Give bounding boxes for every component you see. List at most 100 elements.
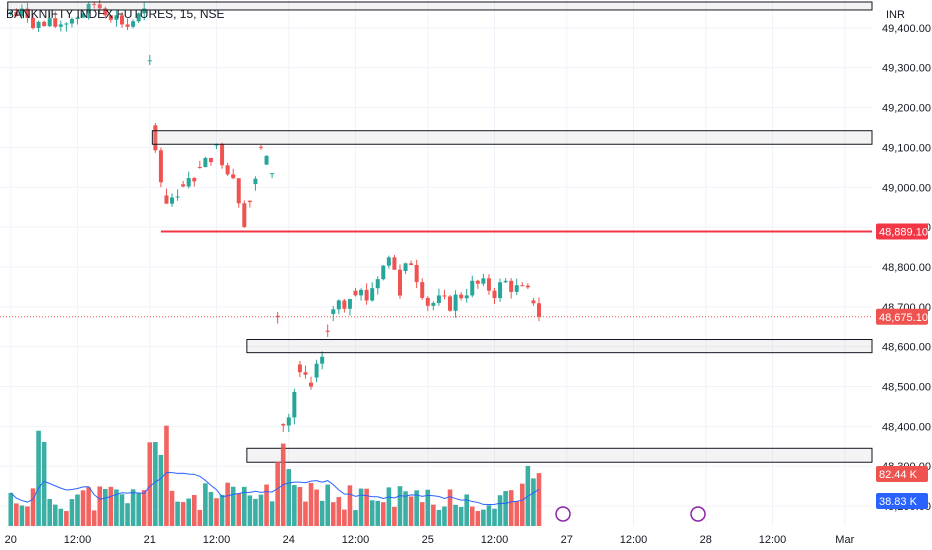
candle (403, 263, 408, 272)
volume-bar (180, 502, 186, 526)
volume-bar (130, 489, 136, 526)
candle (536, 303, 541, 317)
candle (92, 3, 97, 5)
volume-bar (386, 487, 392, 526)
volume-bar (19, 505, 25, 526)
volume-bar (169, 490, 175, 526)
volume-bar (191, 495, 197, 526)
candle (347, 298, 352, 309)
volume-bar (253, 498, 258, 526)
candle (409, 263, 414, 265)
volume-bar (514, 501, 520, 526)
candle (136, 13, 141, 22)
volume-bar (242, 486, 247, 526)
volume-bar (208, 492, 214, 526)
x-tick-label: 24 (283, 534, 295, 546)
candle (220, 144, 225, 166)
volume-bar (314, 489, 319, 526)
candle (131, 21, 136, 27)
volume-bar (225, 482, 230, 526)
volume-bar (269, 501, 275, 526)
candle (425, 297, 430, 306)
event-marker-icon (555, 506, 571, 522)
candle (370, 288, 375, 301)
candle (431, 302, 436, 306)
candle (203, 157, 208, 168)
volume-bar (52, 504, 58, 526)
candle (258, 146, 263, 148)
volume-bar (536, 473, 542, 526)
candle (359, 289, 364, 296)
volume-bar (14, 503, 19, 526)
volume-bar (108, 486, 114, 526)
candle (297, 364, 302, 373)
grid-lines (0, 0, 872, 526)
candle (247, 200, 252, 203)
candle (31, 18, 36, 29)
candle (97, 4, 102, 9)
candle (509, 280, 514, 292)
candle (353, 290, 358, 296)
volume-bar (153, 442, 158, 526)
candle (531, 300, 536, 304)
volume-bar (464, 494, 469, 526)
volume-bar (41, 441, 47, 526)
volume-bar (481, 509, 486, 526)
x-tick-label: 12:00 (481, 534, 509, 546)
candle (386, 257, 391, 266)
volume-bar (75, 494, 80, 526)
volume-bar (197, 509, 203, 526)
candle (47, 18, 52, 27)
volume-bar (347, 485, 353, 526)
candle (181, 184, 186, 187)
volume-bar (319, 500, 325, 526)
volume-bar (508, 490, 514, 526)
candle (19, 8, 24, 17)
volume-bar (286, 469, 292, 526)
x-tick-label: 25 (422, 534, 434, 546)
candle (192, 178, 197, 182)
candle (270, 173, 275, 175)
y-axis: 49,400.00 49,300.00 49,200.00 49,100.00 49,0… (882, 9, 931, 513)
candle (486, 278, 491, 291)
x-tick-label: 12:00 (759, 534, 787, 546)
candle (292, 391, 297, 418)
candle (8, 11, 13, 15)
volume-bar (475, 511, 481, 526)
volume-bar (30, 488, 36, 526)
candle (442, 295, 447, 297)
candle (158, 150, 163, 183)
volume-bar (219, 494, 225, 526)
volume-bars (8, 425, 542, 526)
volume-bar (414, 490, 419, 526)
volume-bar (186, 498, 191, 526)
volume-bar (264, 484, 269, 526)
volume-bar (492, 508, 497, 526)
candle (392, 257, 397, 270)
volume-bar (392, 506, 397, 526)
volume-bar (25, 506, 30, 526)
candle (397, 269, 402, 296)
y-tick-label: 49,200.00 (882, 103, 931, 115)
x-tick-label: 12:00 (620, 534, 648, 546)
candle (314, 363, 319, 378)
candle (281, 424, 286, 426)
candle (170, 197, 175, 204)
volume-tag: 82.44 K (879, 469, 918, 481)
volume-bar (330, 502, 336, 526)
volume-bar (47, 499, 52, 526)
candle (236, 178, 241, 204)
y-tick-label: 49,000.00 (882, 182, 931, 194)
candle (53, 18, 58, 27)
volume-bar (364, 488, 369, 526)
volume-bar (64, 511, 69, 526)
x-tick-label: 21 (144, 534, 156, 546)
volume-bar (86, 487, 91, 526)
y-tick-label: 48,400.00 (882, 421, 931, 433)
volume-bar (431, 504, 436, 526)
volume-bar (375, 500, 381, 526)
y-tick-label: 48,600.00 (882, 342, 931, 354)
candle (142, 8, 147, 14)
